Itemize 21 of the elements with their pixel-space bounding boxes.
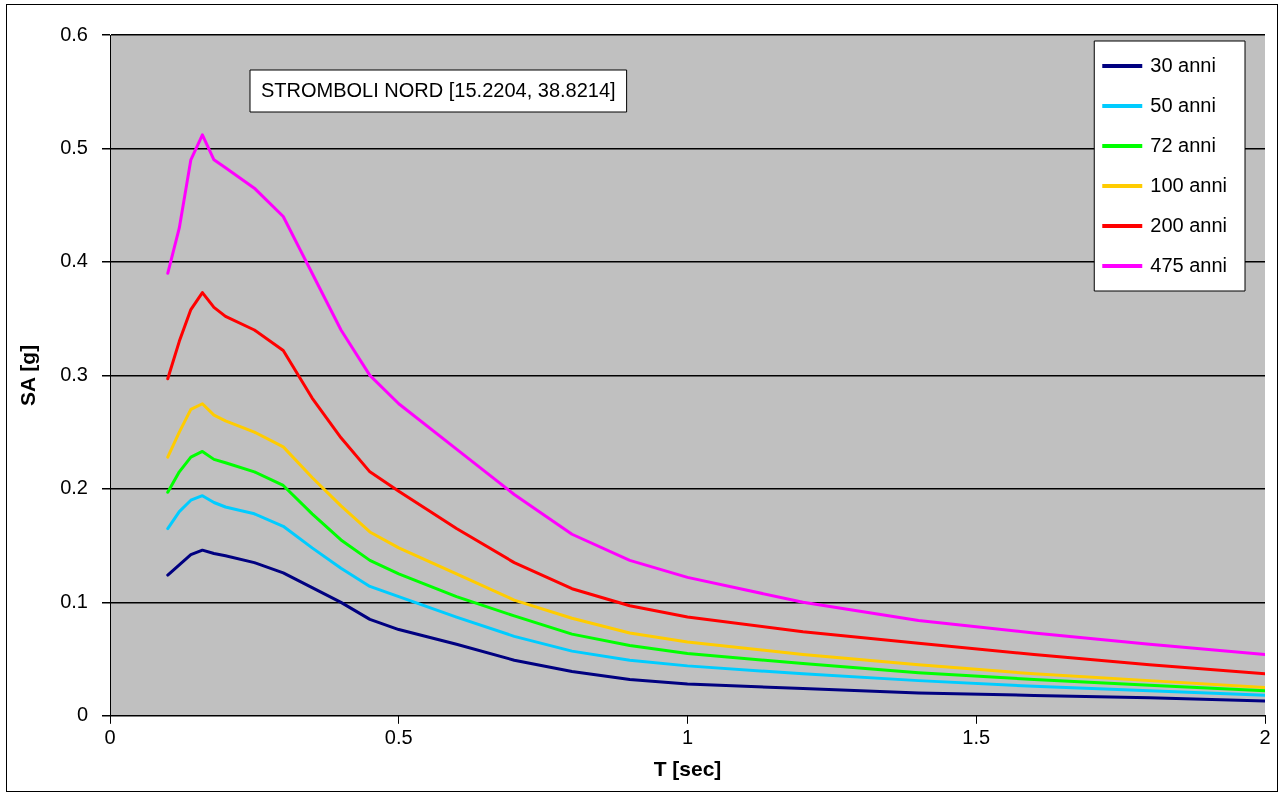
x-tick-label: 1.5 xyxy=(962,726,991,749)
legend-label: 200 anni xyxy=(1150,213,1228,236)
annotation: STROMBOLI NORD [15.2204, 38.8214] xyxy=(261,78,616,101)
legend-label: 475 anni xyxy=(1150,253,1228,276)
x-tick-label: 0.5 xyxy=(384,726,413,749)
y-tick-label: 0.2 xyxy=(60,476,88,499)
x-tick-label: 1 xyxy=(681,726,694,749)
y-tick-label: 0.6 xyxy=(60,22,88,45)
x-tick-label: 0 xyxy=(104,726,116,749)
legend-label: 72 anni xyxy=(1150,133,1216,156)
y-tick-label: 0 xyxy=(76,703,88,726)
legend-label: 100 anni xyxy=(1150,173,1228,196)
y-tick-label: 0.5 xyxy=(60,135,88,158)
x-axis-title: T [sec] xyxy=(653,757,722,781)
legend-label: 30 anni xyxy=(1150,53,1216,76)
x-tick-label: 2 xyxy=(1259,726,1271,749)
y-tick-label: 0.4 xyxy=(60,249,88,272)
y-tick-label: 0.3 xyxy=(60,362,88,385)
y-axis-title: SA [g] xyxy=(16,344,40,406)
y-tick-label: 0.1 xyxy=(60,589,88,612)
legend-label: 50 anni xyxy=(1150,93,1216,116)
